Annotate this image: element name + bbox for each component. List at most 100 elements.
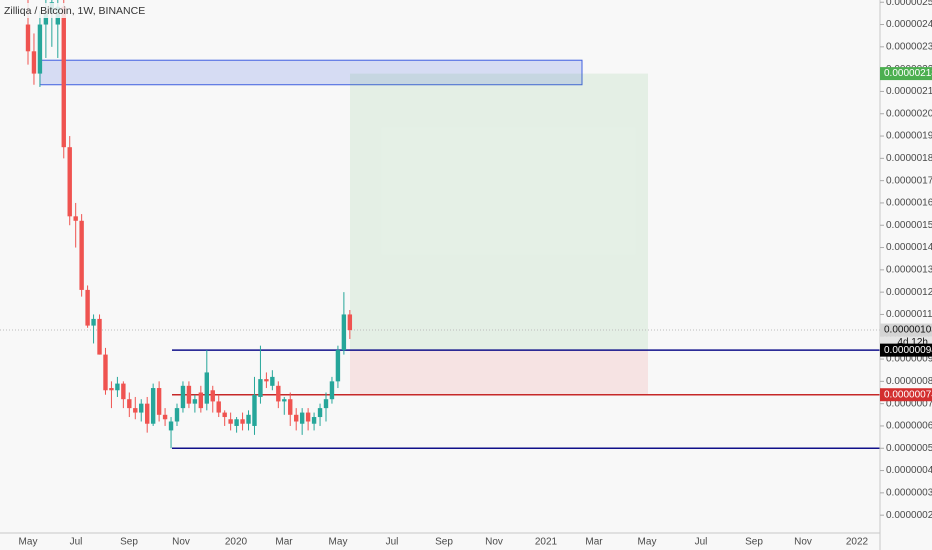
price-tag-label: 0.00000218 xyxy=(884,68,932,79)
x-tick-label: Nov xyxy=(794,537,812,548)
x-tick-label: Jul xyxy=(695,537,708,548)
position-profit xyxy=(350,73,648,351)
candle-body xyxy=(240,419,245,424)
price-tag-label: 0.00000094 xyxy=(884,345,932,356)
position-loss xyxy=(350,350,648,395)
candle-body xyxy=(97,318,102,355)
candle-body xyxy=(91,318,96,326)
price-tag xyxy=(880,67,932,81)
candle-body xyxy=(174,408,180,422)
x-tick-label: Jul xyxy=(386,537,399,548)
candle-body xyxy=(103,354,108,391)
candle-body xyxy=(115,383,120,391)
x-tick-label: Sep xyxy=(745,537,763,548)
candle-body xyxy=(133,408,138,413)
candle-body xyxy=(216,401,221,413)
candle-body xyxy=(252,394,257,426)
x-tick-label: Mar xyxy=(585,537,603,548)
x-tick-label: Mar xyxy=(275,537,293,548)
candle-body xyxy=(156,388,162,415)
candle-body xyxy=(329,381,335,400)
x-tick-label: Nov xyxy=(172,537,190,548)
candle-body xyxy=(73,216,78,221)
candle-body xyxy=(347,314,353,331)
candle-body xyxy=(43,13,49,25)
candle-body xyxy=(234,419,239,426)
candle-body xyxy=(79,220,84,290)
candle-body xyxy=(25,24,31,52)
candle-body xyxy=(299,412,305,424)
candle-body xyxy=(294,414,299,422)
candle-body xyxy=(264,379,269,382)
candle-body xyxy=(162,414,168,420)
x-tick-label: May xyxy=(19,537,38,548)
x-tick-label: Nov xyxy=(485,537,503,548)
candle-body xyxy=(204,372,209,404)
candle-body xyxy=(121,383,126,400)
candle-body xyxy=(186,385,192,404)
candle-body xyxy=(288,399,293,415)
x-tick-label: May xyxy=(329,537,348,548)
x-tick-label: Sep xyxy=(435,537,453,548)
countdown: 4d 12h xyxy=(897,337,928,348)
candle-body xyxy=(180,385,186,409)
candle-body xyxy=(192,399,198,404)
symbol-header: Zilliqa / Bitcoin, 1W, BINANCE xyxy=(4,5,145,17)
x-tick-label: May xyxy=(638,537,657,548)
candle-body xyxy=(335,350,341,382)
x-tick-label: 2022 xyxy=(846,537,869,548)
candle-body xyxy=(323,399,329,409)
x-tick-label: Jul xyxy=(70,537,83,548)
candle-body xyxy=(31,51,37,74)
candle-body xyxy=(317,408,323,418)
candle-body xyxy=(311,417,317,424)
price-tag-label: 0.00000074 xyxy=(884,389,932,400)
candle-body xyxy=(305,412,311,422)
candle-body xyxy=(61,6,66,148)
candle-body xyxy=(282,399,287,402)
candle-body xyxy=(67,147,72,217)
price-tag-label: 0.00000103 xyxy=(884,325,932,336)
candle-body xyxy=(127,399,132,409)
x-tick-label: 2021 xyxy=(535,537,558,548)
candle-body xyxy=(210,390,215,402)
zone-box xyxy=(39,59,583,86)
candle-body xyxy=(276,385,281,402)
candle-body xyxy=(150,388,156,424)
candle-body xyxy=(270,376,275,386)
y-tick-label: 0.00000250 xyxy=(886,0,932,8)
price-tag xyxy=(880,388,932,402)
candle-body xyxy=(198,392,204,409)
candle-body xyxy=(37,24,43,74)
price-tag xyxy=(880,323,932,337)
candle-body xyxy=(139,403,144,413)
price-tag xyxy=(880,343,932,357)
candle-body xyxy=(228,419,233,424)
candle-body xyxy=(85,289,90,326)
x-tick-label: 2020 xyxy=(225,537,248,548)
candle-body xyxy=(341,314,347,351)
candle-body xyxy=(222,412,227,418)
